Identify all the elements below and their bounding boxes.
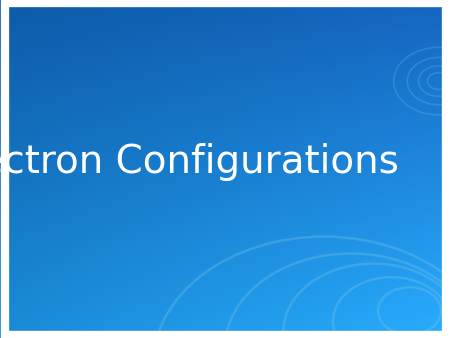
- Text: Electron Configurations: Electron Configurations: [0, 143, 398, 181]
